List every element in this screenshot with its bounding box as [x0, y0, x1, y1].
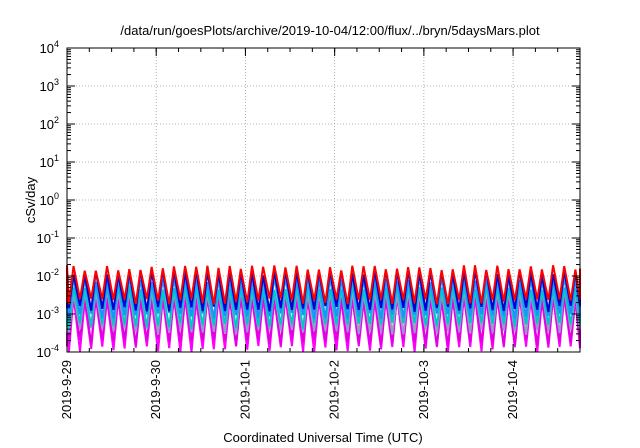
x-tick-label: 2019-9-30	[148, 360, 163, 419]
x-tick-label: 2019-9-29	[59, 360, 74, 419]
y-tick-label: 101	[40, 153, 59, 170]
y-tick-label: 100	[40, 191, 59, 208]
series-line	[66, 284, 581, 330]
x-axis-label: Coordinated Universal Time (UTC)	[223, 430, 422, 445]
y-tick-label: 10-4	[37, 343, 59, 360]
y-tick-label: 10-1	[37, 229, 59, 246]
series-layer	[66, 265, 581, 353]
series-line	[66, 265, 581, 305]
y-tick-label: 104	[40, 39, 59, 56]
chart-title: /data/run/goesPlots/archive/2019-10-04/1…	[120, 23, 540, 38]
x-tick-label: 2019-10-1	[237, 360, 252, 419]
y-tick-label: 103	[40, 77, 59, 94]
x-tick-label: 2019-10-3	[416, 360, 431, 419]
y-axis-label: cSv/day	[23, 176, 38, 223]
x-axis-ticks: 2019-9-29 2019-9-30 2019-10-1 2019-10-2 2019…	[59, 48, 581, 419]
y-tick-label: 10-2	[37, 267, 59, 284]
x-tick-label: 2019-10-4	[505, 360, 520, 419]
y-tick-label: 10-3	[37, 305, 59, 322]
x-tick-label: 2019-10-2	[327, 360, 342, 419]
y-tick-label: 102	[40, 115, 59, 132]
series-line	[66, 292, 581, 347]
